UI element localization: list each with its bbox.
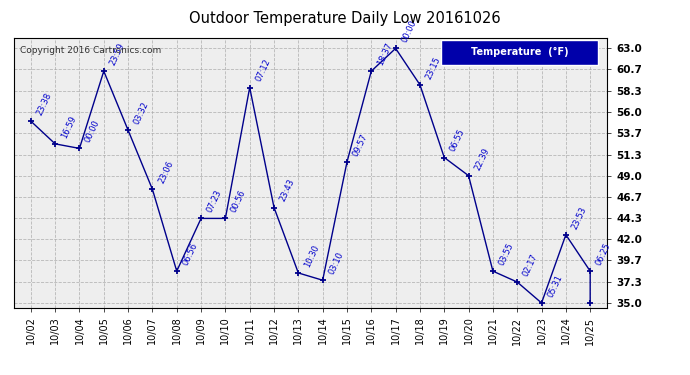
Text: 03:10: 03:10 bbox=[327, 251, 345, 276]
FancyBboxPatch shape bbox=[441, 40, 598, 64]
Text: 03:55: 03:55 bbox=[497, 242, 515, 267]
Text: 07:23: 07:23 bbox=[205, 189, 224, 214]
Text: 03:32: 03:32 bbox=[132, 100, 150, 126]
Text: Copyright 2016 Cartronics.com: Copyright 2016 Cartronics.com bbox=[20, 46, 161, 55]
Text: 16:59: 16:59 bbox=[59, 114, 77, 140]
Text: 22:39: 22:39 bbox=[473, 146, 491, 171]
Text: 23:53: 23:53 bbox=[570, 205, 589, 231]
Text: 10:30: 10:30 bbox=[302, 243, 321, 269]
Text: 00:00: 00:00 bbox=[400, 19, 418, 44]
Text: 23:06: 23:06 bbox=[157, 160, 175, 185]
Text: 09:57: 09:57 bbox=[351, 132, 369, 158]
Text: 06:25: 06:25 bbox=[594, 242, 613, 267]
Text: 06:56: 06:56 bbox=[181, 242, 199, 267]
Text: 07:12: 07:12 bbox=[254, 58, 272, 83]
Text: 23:43: 23:43 bbox=[278, 178, 297, 203]
Text: 00:00: 00:00 bbox=[83, 119, 102, 144]
Text: 02:17: 02:17 bbox=[522, 252, 540, 278]
Text: 05:31: 05:31 bbox=[546, 273, 564, 299]
Text: 23:59: 23:59 bbox=[108, 42, 126, 67]
Text: 06:55: 06:55 bbox=[448, 128, 466, 153]
Text: Temperature  (°F): Temperature (°F) bbox=[471, 47, 569, 57]
Text: 00:56: 00:56 bbox=[230, 189, 248, 214]
Text: 18:37: 18:37 bbox=[375, 41, 394, 67]
Text: 23:38: 23:38 bbox=[35, 91, 53, 117]
Text: 23:15: 23:15 bbox=[424, 55, 442, 81]
Text: Outdoor Temperature Daily Low 20161026: Outdoor Temperature Daily Low 20161026 bbox=[189, 11, 501, 26]
